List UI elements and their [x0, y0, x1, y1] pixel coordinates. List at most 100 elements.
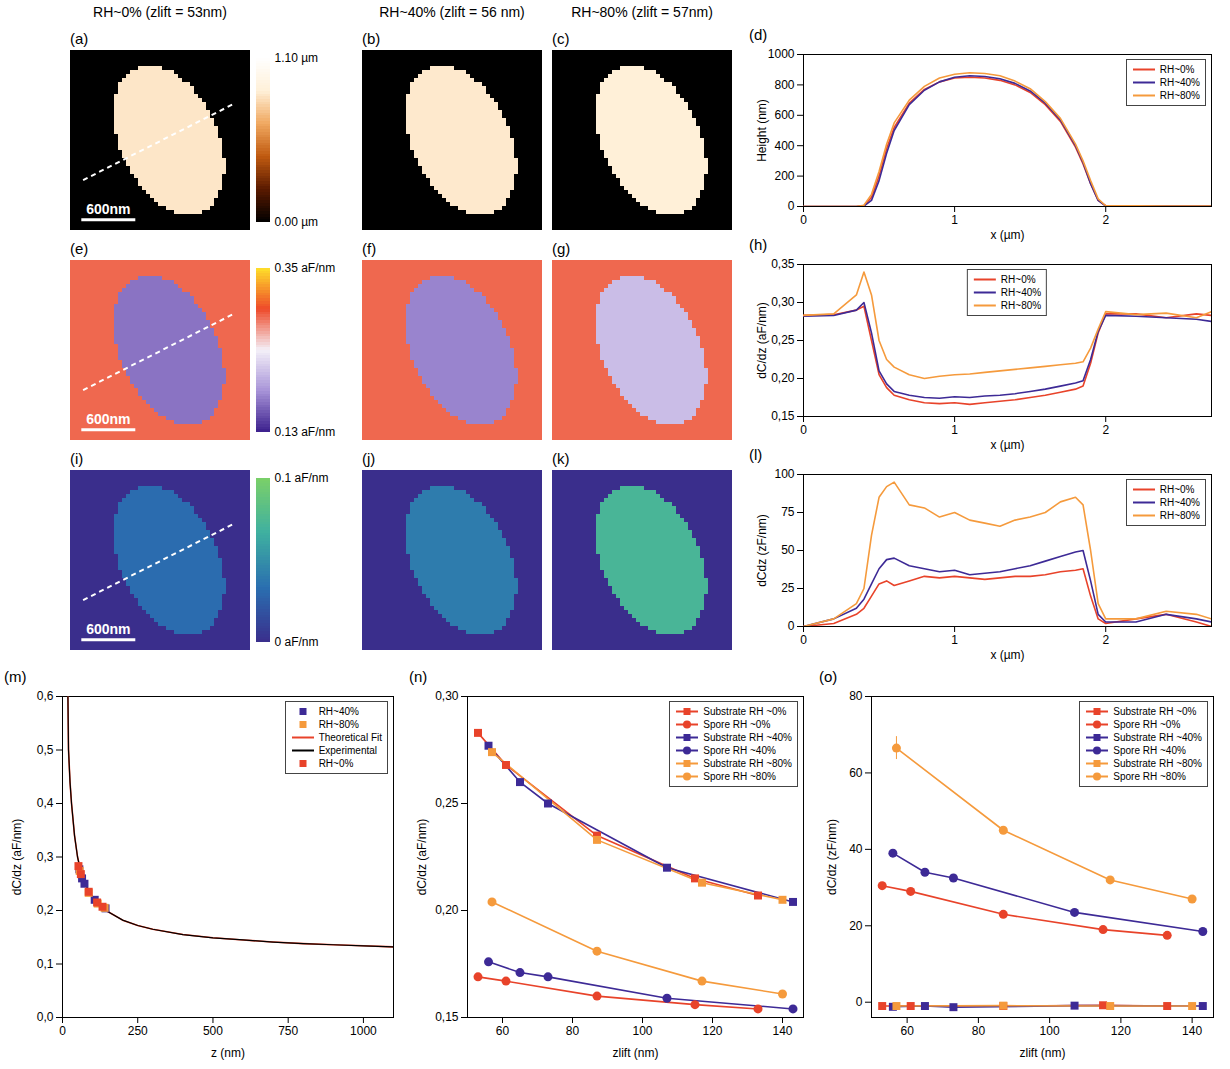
- svg-text:100: 100: [1040, 1024, 1060, 1038]
- html-text:(j): (j): [362, 450, 376, 467]
- svg-text:0,15: 0,15: [771, 409, 795, 423]
- svg-text:0,4: 0,4: [37, 796, 54, 810]
- svg-text:0.1 aF/nm: 0.1 aF/nm: [275, 471, 329, 485]
- svg-text:0,20: 0,20: [435, 903, 459, 917]
- svg-text:80: 80: [566, 1024, 580, 1038]
- html-text:(c): (c): [552, 30, 570, 47]
- svg-text:0: 0: [800, 423, 807, 437]
- svg-text:0 aF/nm: 0 aF/nm: [275, 635, 319, 649]
- svg-text:2: 2: [1102, 423, 1109, 437]
- svg-text:0.13 aF/nm: 0.13 aF/nm: [275, 425, 336, 439]
- svg-text:0: 0: [856, 995, 863, 1009]
- html-text:RH~80% (zlift = 57nm): RH~80% (zlift = 57nm): [571, 4, 713, 20]
- svg-text:500: 500: [203, 1024, 223, 1038]
- svg-text:0,1: 0,1: [37, 957, 54, 971]
- svg-text:dC/dz (zF/nm): dC/dz (zF/nm): [825, 819, 839, 895]
- svg-text:25: 25: [781, 581, 795, 595]
- html-text:RH~0%: RH~0%: [1000, 274, 1036, 285]
- svg-text:0.35 aF/nm: 0.35 aF/nm: [275, 261, 336, 275]
- html-text:(o): (o): [819, 668, 838, 685]
- svg-text:60: 60: [900, 1024, 914, 1038]
- svg-text:Height (nm): Height (nm): [755, 99, 769, 162]
- html-text:RH~0% (zlift = 53nm): RH~0% (zlift = 53nm): [93, 4, 227, 20]
- svg-text:0,0: 0,0: [37, 1010, 54, 1024]
- html-text:(a): (a): [70, 30, 89, 47]
- svg-text:50: 50: [781, 543, 795, 557]
- svg-text:0,30: 0,30: [771, 295, 795, 309]
- svg-text:80: 80: [849, 689, 863, 703]
- html-text:RH~80%: RH~80%: [1159, 90, 1200, 101]
- html-text:(k): (k): [552, 450, 570, 467]
- svg-text:60: 60: [849, 766, 863, 780]
- svg-text:400: 400: [774, 139, 794, 153]
- svg-text:120: 120: [702, 1024, 722, 1038]
- svg-text:zlift (nm): zlift (nm): [1020, 1046, 1066, 1060]
- html-text:(n): (n): [409, 668, 428, 685]
- svg-text:0,30: 0,30: [435, 689, 459, 703]
- svg-text:80: 80: [972, 1024, 986, 1038]
- svg-text:140: 140: [772, 1024, 792, 1038]
- svg-text:250: 250: [128, 1024, 148, 1038]
- svg-text:0,15: 0,15: [435, 1010, 459, 1024]
- html-text:(d): (d): [749, 26, 768, 43]
- html-text:RH~40%: RH~40%: [1000, 287, 1042, 298]
- svg-text:0,5: 0,5: [37, 743, 54, 757]
- svg-text:dC/dz (aF/nm): dC/dz (aF/nm): [415, 819, 429, 896]
- svg-text:60: 60: [496, 1024, 510, 1038]
- svg-text:40: 40: [849, 842, 863, 856]
- svg-text:100: 100: [774, 467, 794, 481]
- svg-text:0,20: 0,20: [771, 371, 795, 385]
- svg-text:75: 75: [781, 505, 795, 519]
- svg-text:z (nm): z (nm): [211, 1046, 245, 1060]
- svg-text:dC/dz (aF/nm): dC/dz (aF/nm): [755, 302, 769, 379]
- svg-text:0: 0: [59, 1024, 66, 1038]
- svg-text:200: 200: [774, 169, 794, 183]
- svg-text:dCdz (zF/nm): dCdz (zF/nm): [755, 514, 769, 587]
- svg-text:0: 0: [800, 633, 807, 647]
- svg-text:dC/dz (aF/nm): dC/dz (aF/nm): [10, 819, 24, 896]
- html-text:RH~40% (zlift = 56 nm): RH~40% (zlift = 56 nm): [379, 4, 525, 20]
- svg-text:1: 1: [951, 213, 958, 227]
- svg-text:2: 2: [1102, 633, 1109, 647]
- html-text:(m): (m): [4, 668, 27, 685]
- svg-text:0,25: 0,25: [435, 796, 459, 810]
- svg-text:750: 750: [278, 1024, 298, 1038]
- svg-text:600: 600: [774, 108, 794, 122]
- svg-text:800: 800: [774, 78, 794, 92]
- svg-text:0,25: 0,25: [771, 333, 795, 347]
- svg-text:2: 2: [1102, 213, 1109, 227]
- svg-text:zlift (nm): zlift (nm): [613, 1046, 659, 1060]
- svg-text:0,3: 0,3: [37, 850, 54, 864]
- svg-text:0,6: 0,6: [37, 689, 54, 703]
- html-text:(e): (e): [70, 240, 89, 257]
- html-text:RH~40%: RH~40%: [1159, 77, 1200, 88]
- svg-text:1: 1: [951, 423, 958, 437]
- html-text:RH~0%: RH~0%: [1159, 64, 1195, 75]
- svg-text:600nm: 600nm: [86, 411, 130, 427]
- svg-text:0: 0: [788, 199, 795, 213]
- svg-text:600nm: 600nm: [86, 201, 130, 217]
- html-text:(h): (h): [749, 236, 768, 253]
- html-text:(l): (l): [749, 446, 763, 463]
- svg-text:0,2: 0,2: [37, 903, 54, 917]
- svg-text:120: 120: [1111, 1024, 1131, 1038]
- svg-text:1000: 1000: [350, 1024, 377, 1038]
- svg-text:1: 1: [951, 633, 958, 647]
- svg-text:20: 20: [849, 919, 863, 933]
- html-text:(f): (f): [362, 240, 377, 257]
- svg-text:140: 140: [1182, 1024, 1202, 1038]
- html-text:(g): (g): [552, 240, 571, 257]
- svg-text:0: 0: [788, 619, 795, 633]
- svg-text:x (µm): x (µm): [990, 438, 1024, 452]
- svg-text:x (µm): x (µm): [990, 228, 1024, 242]
- svg-text:100: 100: [632, 1024, 652, 1038]
- svg-text:600nm: 600nm: [86, 621, 130, 637]
- svg-text:x (µm): x (µm): [990, 648, 1024, 662]
- svg-text:1.10 µm: 1.10 µm: [275, 51, 319, 65]
- svg-text:1000: 1000: [768, 47, 795, 61]
- html-text:(b): (b): [362, 30, 381, 47]
- svg-text:0: 0: [800, 213, 807, 227]
- svg-text:0,35: 0,35: [771, 257, 795, 271]
- html-text:(i): (i): [70, 450, 84, 467]
- svg-text:0.00 µm: 0.00 µm: [275, 215, 319, 229]
